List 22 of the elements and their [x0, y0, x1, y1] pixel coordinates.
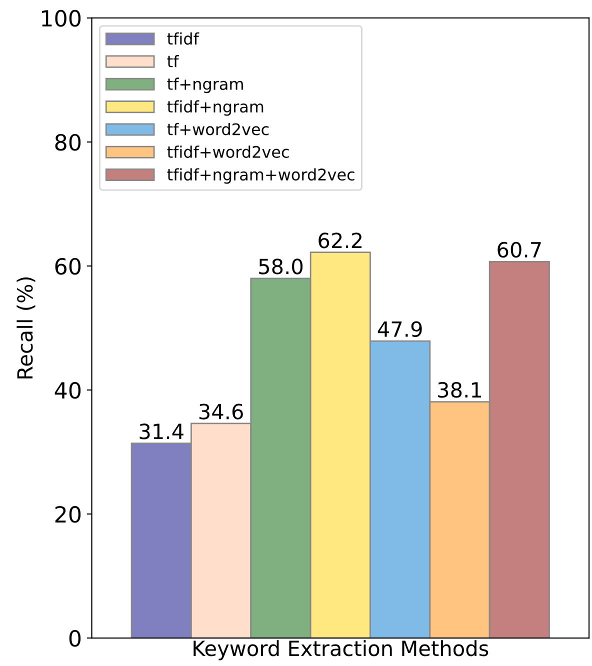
- legend-label: tfidf+word2vec: [167, 146, 289, 158]
- data-label: 60.7: [498, 242, 541, 258]
- x-axis-title: Keyword Extraction Methods: [194, 640, 488, 660]
- legend-label: tf: [167, 55, 180, 68]
- legend-label: tfidf: [167, 32, 200, 45]
- legend-label: tf+word2vec: [167, 122, 269, 136]
- data-label: 38.1: [438, 382, 482, 398]
- y-tick-label: 60: [55, 258, 81, 275]
- data-label: 31.4: [140, 424, 184, 440]
- data-label: 47.9: [378, 321, 422, 337]
- legend-label: tf+ngram: [167, 78, 243, 94]
- legend-label: tfidf+ngram+word2vec: [167, 168, 354, 184]
- y-tick-label: 0: [69, 630, 81, 647]
- y-axis-title: Recall (%): [16, 277, 36, 378]
- y-tick-label: 100: [42, 10, 81, 27]
- y-tick-label: 40: [54, 382, 81, 399]
- y-tick-label: 80: [55, 134, 81, 151]
- data-label: 62.2: [318, 232, 362, 248]
- data-label: 34.6: [199, 404, 243, 420]
- data-label: 58.0: [259, 258, 303, 274]
- y-tick-label: 20: [55, 506, 81, 523]
- legend-label: tfidf+ngram: [167, 100, 264, 116]
